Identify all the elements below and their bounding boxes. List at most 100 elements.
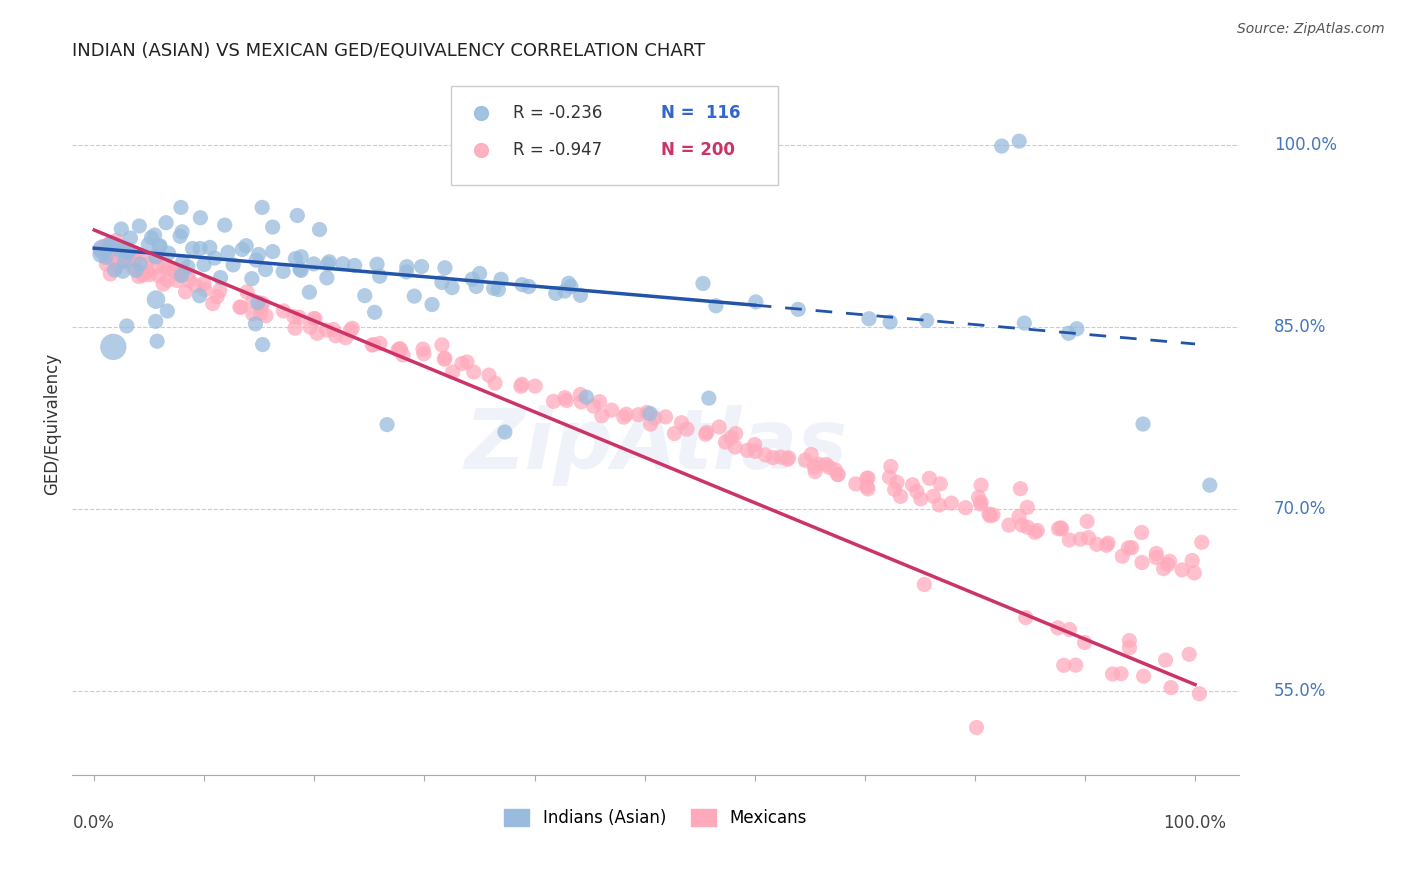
Point	[395, 260, 418, 274]
Point	[128, 219, 150, 233]
Point	[1118, 633, 1140, 648]
Point	[824, 463, 846, 477]
Point	[245, 317, 267, 331]
Point	[517, 279, 540, 293]
Point	[636, 405, 658, 419]
Point	[1144, 546, 1167, 560]
Point	[124, 246, 146, 260]
Text: R = -0.236: R = -0.236	[513, 104, 603, 122]
Point	[157, 261, 180, 276]
Point	[912, 577, 935, 591]
Point	[155, 216, 177, 230]
Point	[190, 211, 212, 225]
Point	[353, 288, 375, 302]
Point	[928, 498, 950, 512]
Point	[117, 244, 139, 258]
Point	[818, 460, 841, 475]
Point	[468, 267, 491, 281]
Point	[94, 251, 117, 265]
Point	[1181, 553, 1204, 567]
Text: 55.0%: 55.0%	[1274, 681, 1326, 699]
Point	[1064, 658, 1087, 673]
Point	[96, 239, 118, 253]
Point	[544, 286, 567, 301]
Point	[1191, 535, 1213, 549]
Point	[494, 425, 516, 439]
Point	[366, 257, 388, 271]
Point	[827, 467, 849, 482]
Point	[205, 290, 228, 304]
Point	[720, 431, 742, 445]
Point	[704, 299, 727, 313]
Point	[339, 323, 361, 337]
Point	[136, 237, 159, 252]
Point	[478, 368, 501, 383]
Point	[1026, 524, 1049, 538]
Point	[115, 318, 138, 333]
Point	[247, 247, 270, 261]
Point	[368, 269, 391, 284]
Point	[97, 249, 120, 263]
Point	[486, 283, 509, 297]
Point	[143, 227, 166, 242]
Point	[284, 321, 307, 335]
Point	[654, 409, 676, 424]
Point	[1130, 525, 1153, 540]
Point	[1144, 550, 1167, 565]
Point	[307, 326, 329, 341]
Point	[214, 218, 236, 232]
Point	[252, 296, 274, 310]
Point	[915, 313, 938, 327]
Point	[664, 426, 686, 441]
Point	[193, 258, 215, 272]
Point	[395, 265, 418, 279]
Text: 100.0%: 100.0%	[1274, 136, 1337, 154]
Point	[1010, 482, 1032, 496]
Text: N =  116: N = 116	[661, 104, 741, 122]
Point	[890, 490, 912, 504]
Point	[1059, 533, 1081, 547]
Point	[145, 314, 167, 328]
Point	[209, 270, 232, 285]
Point	[254, 309, 277, 323]
Point	[856, 482, 879, 496]
Point	[167, 268, 190, 282]
Point	[114, 254, 136, 268]
Point	[363, 337, 385, 351]
Point	[510, 377, 533, 392]
Point	[754, 448, 776, 462]
Point	[103, 263, 125, 277]
Point	[156, 273, 179, 287]
Point	[110, 222, 132, 236]
Point	[105, 234, 128, 248]
Point	[105, 260, 128, 274]
Point	[188, 289, 211, 303]
Point	[970, 495, 993, 509]
Point	[361, 338, 384, 352]
Point	[129, 257, 152, 271]
Point	[148, 239, 170, 253]
Point	[737, 443, 759, 458]
Point	[1160, 681, 1182, 695]
Point	[776, 452, 799, 467]
Point	[1153, 561, 1175, 575]
Point	[146, 334, 169, 349]
Point	[990, 139, 1012, 153]
Point	[177, 268, 200, 282]
Point	[304, 311, 326, 326]
Point	[1101, 667, 1123, 681]
Point	[98, 267, 121, 281]
Point	[433, 351, 456, 366]
Point	[262, 244, 284, 259]
Text: INDIAN (ASIAN) VS MEXICAN GED/EQUIVALENCY CORRELATION CHART: INDIAN (ASIAN) VS MEXICAN GED/EQUIVALENC…	[72, 42, 706, 60]
Text: 85.0%: 85.0%	[1274, 318, 1326, 336]
Point	[201, 296, 224, 310]
Point	[1008, 134, 1031, 148]
Point	[322, 322, 344, 336]
Point	[162, 262, 184, 277]
Point	[569, 288, 592, 302]
Point	[879, 315, 901, 329]
Point	[1017, 500, 1039, 515]
Point	[560, 279, 582, 293]
Point	[461, 272, 484, 286]
